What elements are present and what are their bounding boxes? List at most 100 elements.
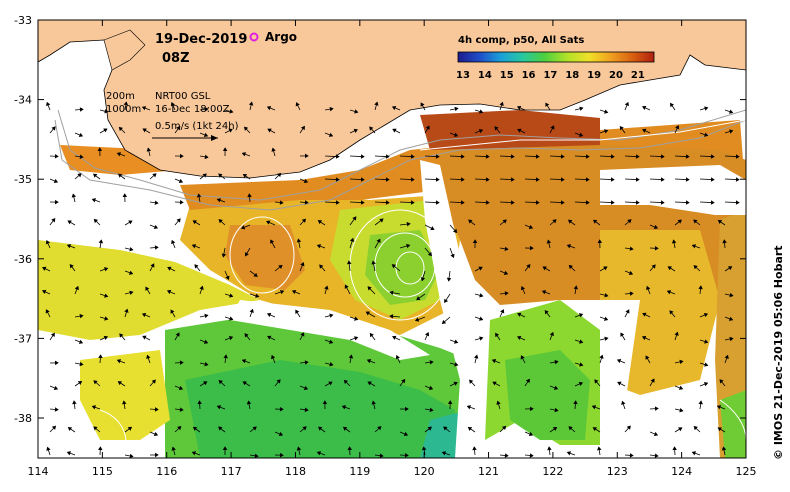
current-vector-head [469,379,474,384]
current-vector-head [328,339,334,344]
current-vector-head [221,253,227,258]
current-vector-head [453,132,459,137]
current-vector-head [117,173,123,178]
vector-scale-arrow-icon [152,135,218,141]
current-vector-head [603,129,609,134]
argo-marker-icon [249,32,259,42]
current-vector-head [685,177,690,182]
current-vector-head [435,177,440,182]
current-vector-head [178,385,184,391]
current-vector-head [266,220,271,225]
current-vector-head [454,339,459,344]
y-tick-label: -38 [14,412,32,425]
current-vector-head [698,400,703,405]
product-label: NRT00 GSL [155,91,211,102]
current-vector-head [254,453,259,458]
current-vector-head [504,291,509,296]
current-vector-head [517,128,522,133]
current-vector-head [203,132,209,137]
argo-label: Argo [265,30,297,44]
current-vector-head [229,109,234,114]
current-vector-head [92,173,98,178]
current-vector-head [271,147,276,152]
current-vector-head [495,332,500,338]
current-vector-head [642,105,647,110]
current-vector-head [620,332,625,337]
current-vector-head [510,154,515,159]
current-vector-head [717,427,722,432]
current-vector-head [91,198,97,203]
current-vector-head [277,172,282,178]
current-vector-head [578,313,584,318]
current-vector-head [296,446,302,451]
current-vector-head [302,426,307,431]
current-vector-head [660,177,665,182]
current-vector-head [427,426,432,431]
current-vector-head [698,285,703,290]
current-vector-head [703,132,709,137]
current-vector-head [654,406,659,411]
hour-label: 08Z [162,51,190,66]
current-vector-head [535,154,540,159]
current-vector-head [51,425,57,430]
x-tick-label: 122 [542,465,563,478]
current-vector-head [245,252,249,257]
current-vector-head [420,277,426,282]
current-vector-head [216,198,222,203]
current-vector-head [516,335,522,340]
current-vector-head [395,355,400,360]
colorbar-tick-label: 20 [609,70,623,81]
current-vector-head [240,225,246,230]
current-vector-head [646,285,651,291]
current-vector-head [369,332,374,338]
current-vector-head [141,106,147,111]
current-vector-head [116,152,122,157]
current-vector-head [724,354,729,360]
current-vector-head [642,312,647,317]
current-vector-head [104,316,109,321]
current-vector-head [420,102,425,107]
current-vector-head [385,154,390,159]
current-vector-head [379,453,384,458]
current-vector-head [177,425,182,431]
current-vector-head [335,177,340,182]
current-vector-head [704,339,709,344]
current-vector-head [196,193,202,198]
current-vector-head [371,400,376,405]
current-vector-head [617,381,622,386]
current-vector-head [629,453,634,458]
current-vector-head [324,285,329,290]
current-vector-head [653,431,659,437]
current-vector-head [675,125,680,130]
current-vector-head [335,154,340,159]
current-vector-head [435,154,440,159]
current-vector-head [492,381,497,386]
current-vector-head [566,244,572,249]
current-vector-head [501,425,507,431]
current-vector-head [329,106,334,112]
current-vector-head [354,109,359,114]
current-vector-head [175,332,180,337]
current-vector-head [502,219,507,224]
current-vector-head [142,335,147,340]
current-vector-head [552,219,557,224]
current-vector-head [77,380,83,385]
current-vector-head [150,263,155,268]
product-date-label: 16-Dec 18:00Z [155,104,230,115]
current-vector-head [679,407,684,413]
current-vector-head [79,313,84,319]
current-vector-head [653,224,659,230]
current-vector-head [194,264,199,269]
current-vector-head [166,289,172,295]
colorbar-tick-label: 19 [587,70,601,81]
current-vector-head [516,105,522,111]
current-vector-head [628,270,634,275]
current-vector-head [228,336,234,341]
current-vector-head [454,362,459,367]
current-vector-head [91,405,97,410]
current-vector-head [428,385,434,390]
current-vector-head [67,427,73,432]
x-tick-label: 120 [414,465,435,478]
current-vector-head [242,173,248,178]
current-vector-head [629,291,634,296]
